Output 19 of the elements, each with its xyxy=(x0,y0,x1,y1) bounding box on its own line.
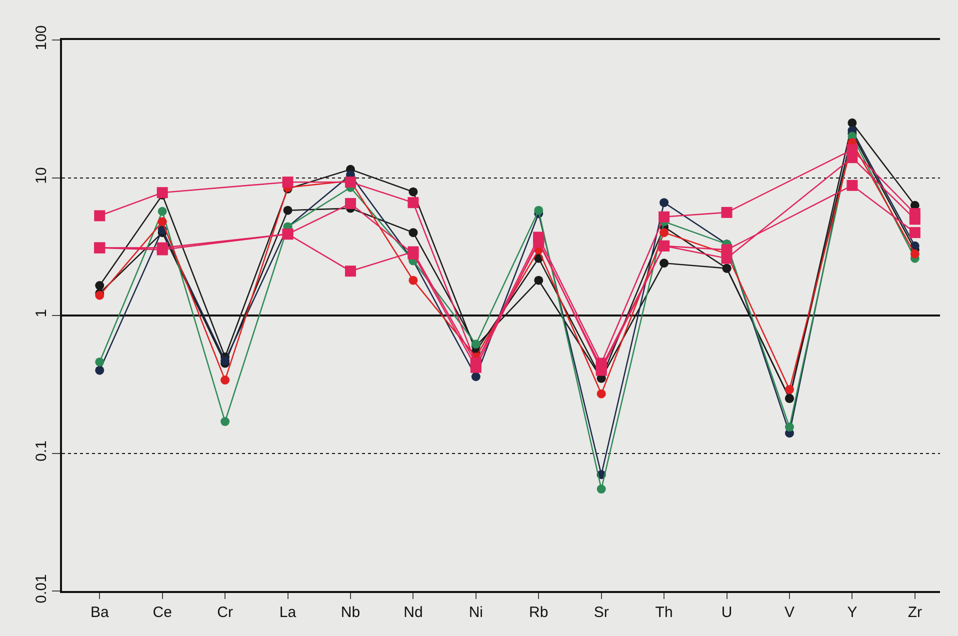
y-tick-label: 100 xyxy=(33,25,50,50)
x-tick-label: Nb xyxy=(340,604,360,621)
y-tick-label: 10 xyxy=(33,167,50,184)
x-tick-label: Th xyxy=(655,604,673,621)
x-tick-label: Sr xyxy=(594,604,609,621)
x-tick-label: Zr xyxy=(908,604,922,621)
y-tick-label: 0.01 xyxy=(33,574,50,604)
y-tick-label: 1 xyxy=(33,309,50,318)
x-tick-label: V xyxy=(784,604,794,621)
x-tick-label: Rb xyxy=(529,604,548,621)
x-tick-label: La xyxy=(279,604,297,621)
x-tick-label: Ce xyxy=(152,604,172,621)
x-tick-label: Cr xyxy=(217,604,233,621)
x-tick-label: Y xyxy=(847,604,858,621)
x-tick-label: Ba xyxy=(90,604,110,621)
x-tick-label: Nd xyxy=(404,604,423,621)
y-tick-label: 0.1 xyxy=(33,440,50,462)
x-tick-label: U xyxy=(721,604,732,621)
x-tick-label: Ni xyxy=(468,604,483,621)
